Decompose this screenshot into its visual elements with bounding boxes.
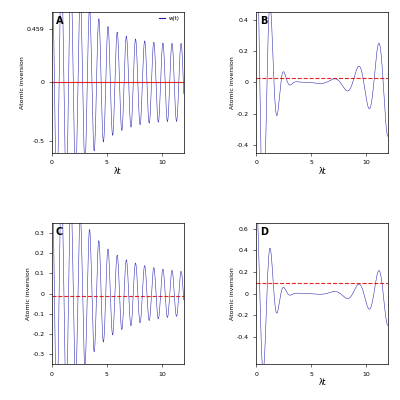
- X-axis label: λt: λt: [318, 378, 326, 387]
- Text: A: A: [56, 16, 64, 26]
- X-axis label: λt: λt: [114, 167, 122, 176]
- Y-axis label: Atomic inversion: Atomic inversion: [26, 267, 31, 320]
- Legend: w(t): w(t): [158, 15, 181, 22]
- Y-axis label: Atomic inversion: Atomic inversion: [230, 56, 235, 109]
- Y-axis label: Atomic inversion: Atomic inversion: [230, 267, 235, 320]
- Text: B: B: [260, 16, 268, 26]
- Text: D: D: [260, 228, 268, 238]
- X-axis label: λt: λt: [318, 167, 326, 176]
- Y-axis label: Atomic inversion: Atomic inversion: [20, 56, 25, 109]
- Text: C: C: [56, 228, 63, 238]
